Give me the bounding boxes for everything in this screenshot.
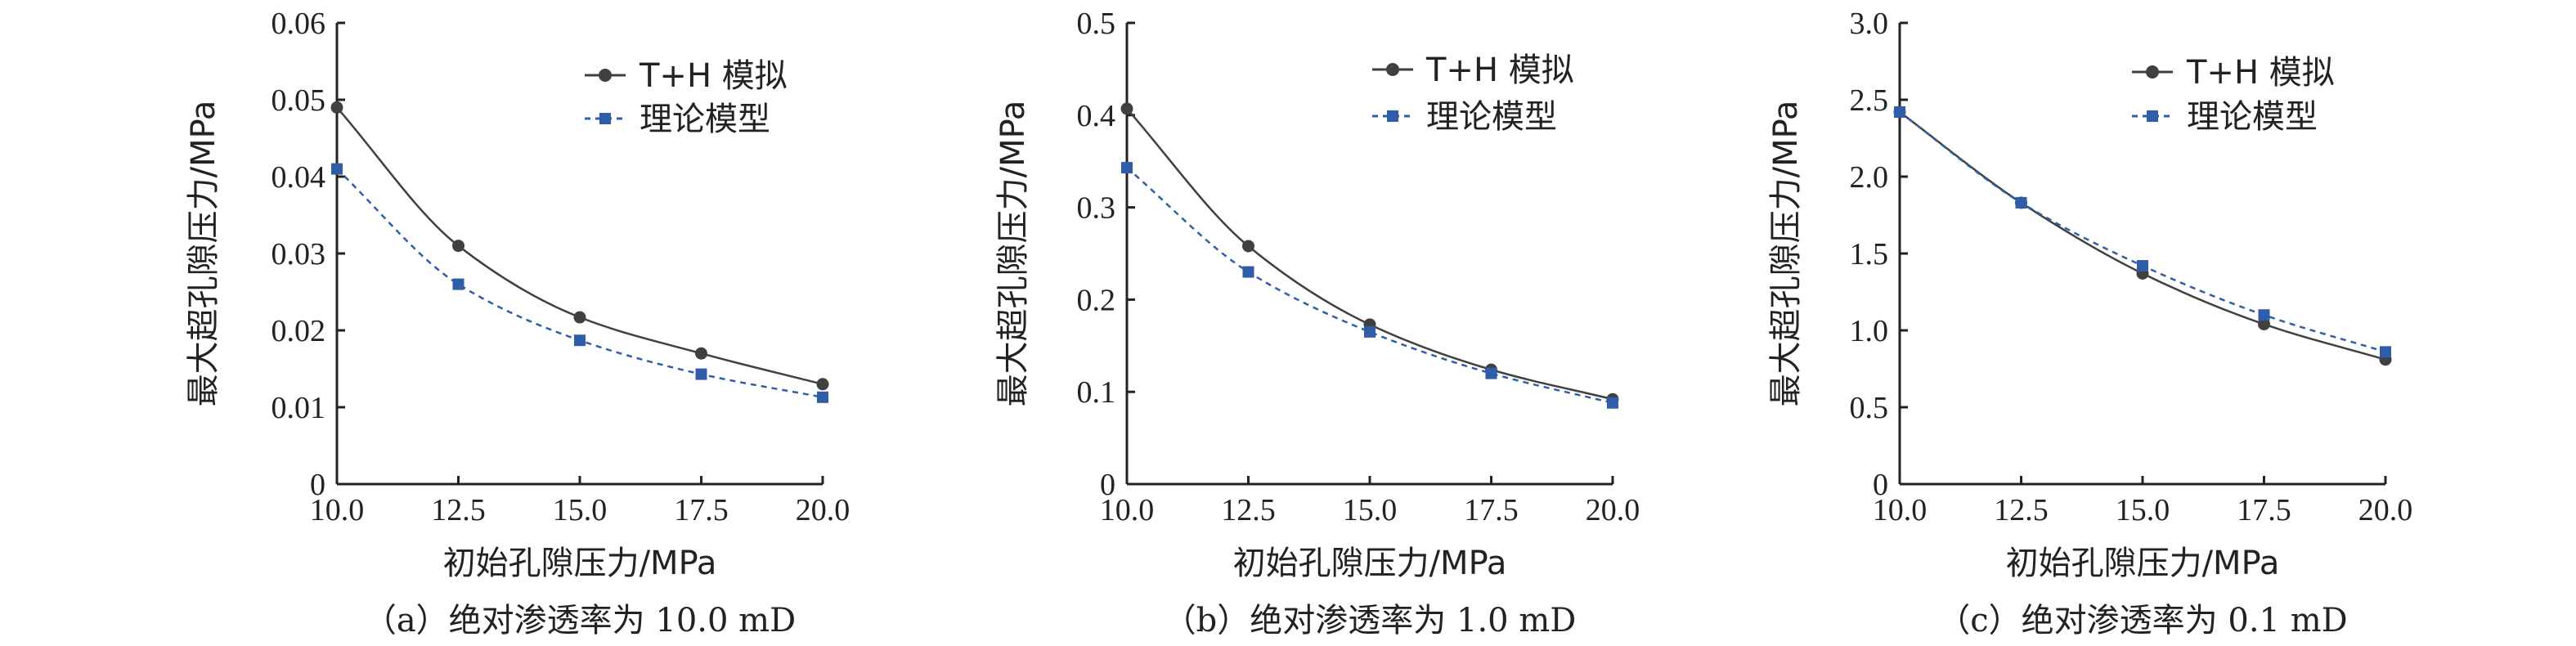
x-tick-label: 10.0 [1100,493,1155,527]
legend-label-t-h: T+H 模拟 [1425,52,1574,89]
y-tick-label: 0.4 [1077,99,1116,133]
y-tick-label: 0 [1100,468,1115,502]
data-point-theory [695,368,707,380]
data-point-theory [574,334,586,347]
y-tick-label: 2.5 [1850,83,1889,118]
panel-caption: （c）绝对渗透率为 0.1 mD [1937,602,2347,639]
data-point-theory [331,163,343,175]
y-tick-label: 1.0 [1850,314,1889,348]
x-axis-title: 初始孔隙压力/MPa [1233,545,1507,582]
data-point-theory [2258,309,2270,321]
y-tick-label: 0.01 [272,391,326,425]
y-axis-title: 最大超孔隙压力/MPa [185,101,222,407]
legend-marker-theory [599,113,611,124]
data-point-theory [452,278,464,290]
y-axis-title: 最大超孔隙压力/MPa [1767,101,1805,407]
x-tick-label: 15.0 [2116,493,2170,527]
y-tick-label: 0.5 [1850,391,1889,425]
y-tick-label: 0.5 [1077,7,1116,41]
x-tick-label: 17.5 [674,493,729,527]
y-tick-label: 1.5 [1850,237,1889,271]
x-tick-label: 12.5 [431,493,486,527]
panel-c: 0 0.5 1.0 1.5 2.0 2.5 3.0 10.0 12.5 15.0 17.5 20.0… [1767,7,2412,639]
legend-item-theory: 理论模型 [1372,98,1557,136]
data-point-theory [1121,162,1133,174]
y-tick-label: 3.0 [1850,7,1889,41]
x-axis-title: 初始孔隙压力/MPa [443,545,717,582]
x-tick-label: 10.0 [1873,493,1928,527]
legend-marker-theory [1387,110,1398,122]
data-point-t-h [695,347,707,360]
panel-b: 0 0.1 0.2 0.3 0.4 0.5 10.0 12.5 15.0 17.5 20.0 最大… [994,7,1640,639]
y-tick-label: 0 [310,468,325,502]
legend-item-t-h: T+H 模拟 [2132,54,2335,92]
y-tick-label: 2.0 [1850,160,1889,195]
x-tick-label: 15.0 [1343,493,1398,527]
y-tick-label: 0.2 [1077,283,1116,317]
x-tick-label: 20.0 [796,493,850,527]
y-tick-label: 0.03 [272,237,326,271]
legend: T+H 模拟 理论模型 [1372,52,1574,136]
x-tick-label: 12.5 [1221,493,1276,527]
panel-a: 0 0.01 0.02 0.03 0.04 0.05 0.06 10.0 12.5 15.0 17… [185,7,850,639]
series-line-t-h [1126,108,1613,401]
data-point-t-h [452,240,464,253]
y-tick-label: 0.05 [272,83,326,118]
x-tick-label: 20.0 [1586,493,1640,527]
data-point-theory [1364,325,1376,338]
x-tick-label: 17.5 [2237,493,2291,527]
data-point-t-h [573,311,586,324]
x-tick-label: 15.0 [553,493,608,527]
legend-marker-t-h [599,69,612,82]
data-point-t-h [816,378,829,391]
panel-caption: （a）绝对渗透率为 10.0 mD [364,602,796,639]
legend-item-theory: 理论模型 [2132,98,2318,136]
series-line-theory [1126,167,1613,404]
panel-caption: （b）绝对渗透率为 1.0 mD [1164,602,1577,639]
data-point-theory [1485,367,1497,379]
series-line-theory [336,168,824,399]
x-axis-title: 初始孔隙压力/MPa [2006,545,2280,582]
data-point-t-h [1120,102,1133,115]
data-point-t-h [1242,240,1254,253]
legend: T+H 模拟 理论模型 [585,57,788,138]
legend-label-theory: 理论模型 [640,101,770,138]
data-point-theory [1894,106,1905,119]
series-line-t-h [1899,111,2386,361]
series-line-t-h [336,106,824,386]
x-tick-label: 17.5 [1464,493,1519,527]
data-point-theory [1242,266,1254,278]
data-point-theory [817,391,828,403]
data-point-theory [2137,260,2148,272]
legend-label-t-h: T+H 模拟 [639,57,788,95]
y-tick-label: 0.02 [272,314,326,348]
data-point-theory [2015,196,2027,209]
legend: T+H 模拟 理论模型 [2132,54,2335,136]
legend-item-theory: 理论模型 [585,101,770,138]
series-line-theory [1899,111,2386,353]
data-point-theory [2380,346,2391,358]
x-tick-label: 12.5 [1994,493,2049,527]
legend-marker-theory [2147,110,2158,122]
legend-marker-t-h [1386,63,1399,76]
y-tick-label: 0.3 [1077,191,1116,226]
data-point-t-h [330,101,343,114]
data-point-t-h [2258,317,2270,330]
legend-marker-t-h [2146,65,2159,79]
x-tick-label: 10.0 [310,493,365,527]
y-axis-title: 最大超孔隙压力/MPa [994,101,1032,407]
legend-item-t-h: T+H 模拟 [1372,52,1574,89]
y-tick-label: 0.04 [272,160,326,195]
legend-label-t-h: T+H 模拟 [2186,54,2335,92]
y-tick-label: 0 [1873,468,1888,502]
legend-item-t-h: T+H 模拟 [585,57,788,95]
data-point-theory [1607,397,1618,409]
x-tick-label: 20.0 [2358,493,2413,527]
y-tick-label: 0.1 [1077,375,1116,410]
legend-label-theory: 理论模型 [1426,98,1557,136]
legend-label-theory: 理论模型 [2187,98,2318,136]
y-tick-label: 0.06 [272,7,326,41]
